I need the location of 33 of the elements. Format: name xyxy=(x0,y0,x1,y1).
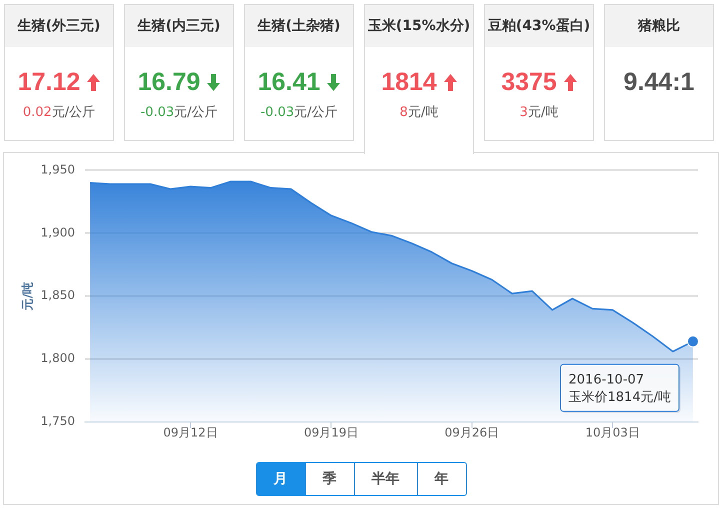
text: 半年 xyxy=(372,470,400,488)
category-label: 生猪(土杂猪) xyxy=(258,17,340,35)
y-axis-title: 元/吨 xyxy=(20,282,34,312)
category-label: 豆粕(43%蛋白) xyxy=(488,17,590,35)
text: 16.41 xyxy=(258,67,320,97)
text: 季 xyxy=(322,470,336,488)
tab[interactable] xyxy=(416,462,466,496)
data-label: 0.02元/公斤 xyxy=(22,104,96,122)
y-tick-label: 1,950 xyxy=(40,162,75,176)
text: 年 xyxy=(434,470,448,488)
category-label: 生猪(外三元) xyxy=(18,17,100,35)
category-label: 生猪(内三元) xyxy=(138,17,220,35)
x-tick-label: 10月03日 xyxy=(585,425,640,440)
x-tick-label: 09月12日 xyxy=(163,425,218,440)
y-tick-label: 1,850 xyxy=(40,288,75,302)
y-tick-label: 1,750 xyxy=(40,414,75,428)
tab[interactable] xyxy=(354,462,418,496)
data-label: 3元/吨 xyxy=(520,104,558,122)
tab[interactable] xyxy=(256,462,306,496)
tab[interactable] xyxy=(304,462,354,496)
x-tick-label: 09月26日 xyxy=(444,425,500,440)
category-label: 猪粮比 xyxy=(638,17,680,35)
text: 3375 xyxy=(501,67,557,97)
data-label: -0.03元/公斤 xyxy=(260,104,338,122)
data-label: -0.03元/公斤 xyxy=(140,104,218,122)
text: 17.12 xyxy=(18,67,80,97)
x-tick-label: 09月19日 xyxy=(304,425,358,440)
annotation: 2016-10-07 玉米价1814元/吨 xyxy=(568,372,671,406)
text: 9.44:1 xyxy=(624,67,694,97)
y-tick-label: 1,800 xyxy=(40,351,75,366)
text: 16.79 xyxy=(138,67,200,97)
y-tick-label: 1,900 xyxy=(40,225,75,240)
text: 月 xyxy=(274,470,288,488)
